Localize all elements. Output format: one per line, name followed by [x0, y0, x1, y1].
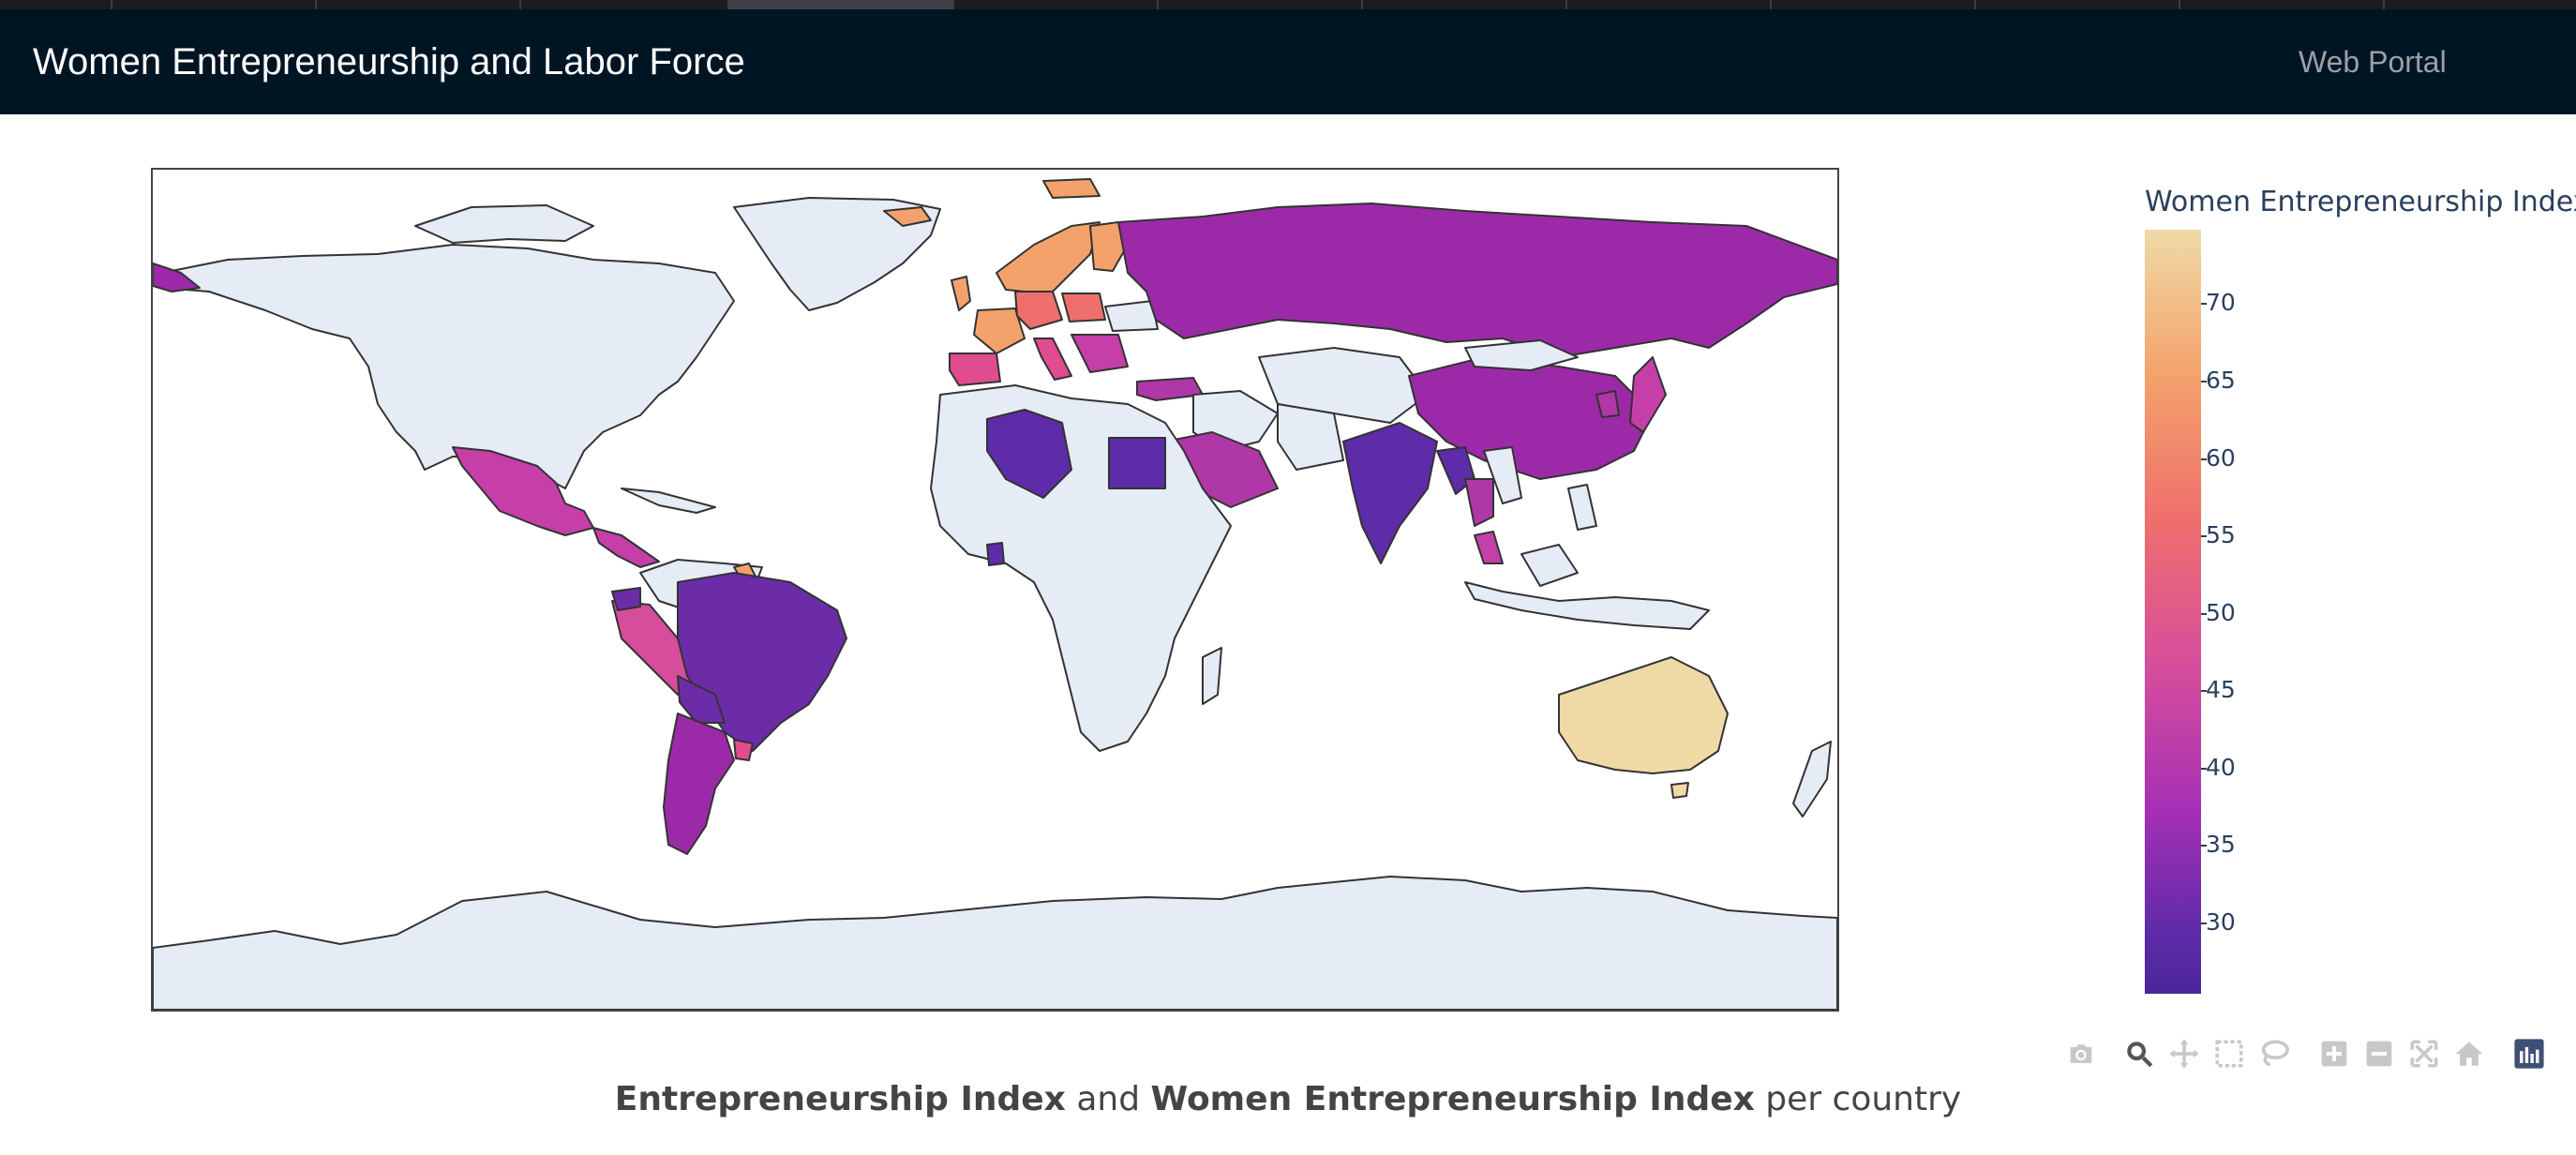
colorbar-tick-label: 35 — [2206, 831, 2236, 858]
browser-tab[interactable] — [1363, 0, 1567, 9]
turkey — [1136, 377, 1204, 401]
colorbar-tickmark — [2201, 458, 2207, 460]
colorbar-tickmark — [2201, 690, 2207, 692]
colorbar-tickmark — [2201, 535, 2207, 537]
arctic-islands — [414, 204, 594, 244]
russia-far-east-west — [153, 262, 201, 292]
poland — [1061, 292, 1106, 322]
uruguay — [733, 739, 754, 761]
lasso-icon[interactable] — [2255, 1035, 2293, 1072]
browser-tab[interactable] — [1567, 0, 1772, 9]
browser-tab[interactable] — [954, 0, 1159, 9]
thailand — [1464, 478, 1494, 527]
russia — [1117, 202, 1837, 358]
korea — [1595, 390, 1620, 418]
caption-women-entrepreneurship-index: Women Entrepreneurship Index — [1150, 1080, 1755, 1118]
new-zealand — [1792, 741, 1832, 818]
caribbean — [621, 488, 716, 514]
browser-tab-strip — [0, 0, 2576, 9]
colorbar-tick-label: 45 — [2206, 676, 2236, 703]
colorbar-tickmark — [2201, 303, 2207, 305]
colorbar-tick-label: 60 — [2206, 444, 2236, 472]
zoom-in-icon[interactable] — [2315, 1035, 2353, 1072]
japan — [1629, 356, 1667, 433]
vietnam-laos — [1483, 446, 1522, 504]
colorbar — [2145, 230, 2201, 994]
zoom-icon[interactable] — [2120, 1035, 2158, 1072]
caption-entrepreneurship-index: Entrepreneurship Index — [614, 1080, 1066, 1118]
caption-and: and — [1065, 1080, 1151, 1118]
iceland — [883, 206, 932, 227]
browser-tab[interactable] — [112, 0, 317, 9]
colorbar-tick-label: 50 — [2206, 599, 2236, 626]
philippines — [1567, 484, 1597, 531]
borneo — [1520, 544, 1579, 587]
browser-tab[interactable] — [0, 0, 112, 9]
browser-tab[interactable] — [1772, 0, 1976, 9]
browser-tab[interactable] — [1159, 0, 1363, 9]
indonesia — [1464, 581, 1710, 630]
ecuador — [611, 587, 641, 611]
colorbar-title: Women Entrepreneurship Index — [2145, 186, 2576, 218]
bolivia — [677, 675, 726, 724]
greenland — [733, 197, 941, 311]
tasmania — [1670, 782, 1689, 799]
ghana — [986, 542, 1005, 566]
egypt — [1108, 437, 1166, 489]
italy — [1033, 338, 1072, 381]
navbar: Women Entrepreneurship and Labor Force W… — [0, 9, 2576, 114]
antarctica — [153, 876, 1837, 1010]
box-select-icon[interactable] — [2210, 1035, 2248, 1072]
web-portal-link[interactable]: Web Portal — [2299, 45, 2447, 79]
colorbar-tickmark — [2201, 845, 2207, 847]
colorbar-tick-label: 55 — [2206, 521, 2236, 548]
spain — [949, 352, 1001, 386]
caption-per-country: per country — [1754, 1080, 1962, 1118]
navbar-brand[interactable]: Women Entrepreneurship and Labor Force — [33, 41, 745, 82]
chart-caption: Entrepreneurship Index and Women Entrepr… — [0, 1080, 2576, 1118]
camera-icon[interactable] — [2062, 1035, 2100, 1072]
choropleth-map[interactable] — [151, 168, 1839, 1012]
browser-tab[interactable] — [317, 0, 521, 9]
uk — [951, 276, 971, 311]
australia — [1558, 656, 1729, 774]
central-america — [592, 527, 660, 568]
germany — [1014, 291, 1063, 330]
svalbard — [1042, 178, 1101, 199]
reset-icon[interactable] — [2450, 1035, 2488, 1072]
colorbar-tickmark — [2201, 613, 2207, 615]
colorbar-tick-label: 30 — [2206, 908, 2236, 936]
browser-tab-active[interactable] — [727, 0, 954, 9]
ukraine — [1104, 300, 1159, 332]
malaysia — [1474, 531, 1504, 564]
colorbar-tick-label: 40 — [2206, 754, 2236, 781]
pan-icon[interactable] — [2165, 1035, 2203, 1072]
india — [1342, 422, 1438, 564]
autoscale-icon[interactable] — [2405, 1035, 2443, 1072]
argentina — [663, 712, 735, 855]
norway-sweden — [996, 221, 1101, 292]
france — [973, 308, 1026, 354]
world-map[interactable] — [153, 170, 1837, 1010]
iran — [1277, 403, 1344, 471]
madagascar — [1202, 647, 1222, 705]
colorbar-tickmark — [2201, 381, 2207, 382]
plotly-logo-icon[interactable] — [2510, 1035, 2548, 1072]
mongolia — [1464, 339, 1579, 371]
algeria — [986, 409, 1072, 499]
colorbar-tick-label: 70 — [2206, 289, 2236, 316]
browser-tab[interactable] — [1976, 0, 2180, 9]
balkans — [1071, 334, 1129, 373]
colorbar-tickmark — [2201, 768, 2207, 770]
finland — [1089, 221, 1129, 272]
colorbar-tickmark — [2201, 922, 2207, 924]
north-america — [161, 244, 735, 489]
browser-tab[interactable] — [2180, 0, 2385, 9]
zoom-out-icon[interactable] — [2360, 1035, 2398, 1072]
colorbar-tick-label: 65 — [2206, 367, 2236, 394]
